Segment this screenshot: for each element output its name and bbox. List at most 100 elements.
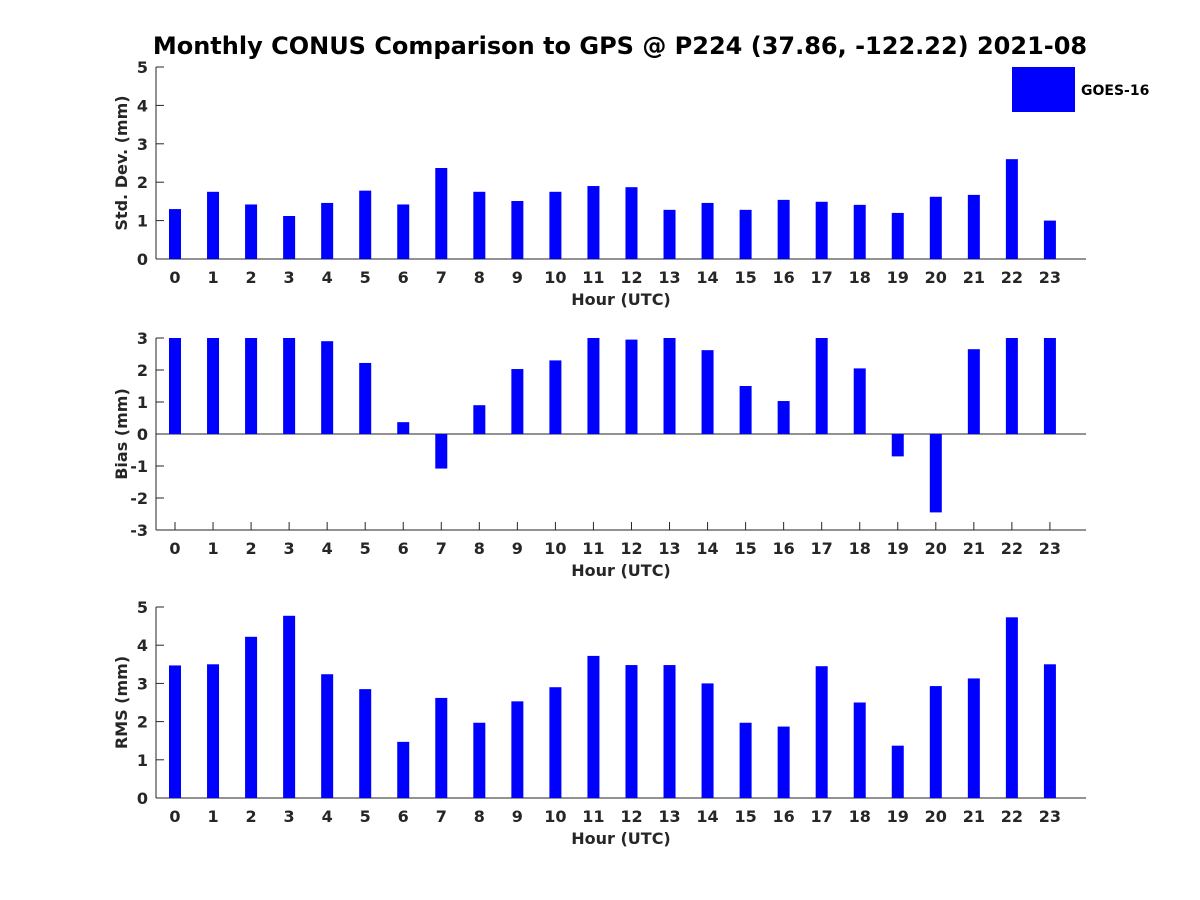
rms-x-tick-label: 13 [658, 807, 680, 826]
std-dev-bar-17 [815, 201, 828, 259]
std-dev-bar-22 [1005, 159, 1018, 259]
std-dev-x-tick-label: 22 [1001, 268, 1023, 287]
std-dev-x-tick-label: 3 [284, 268, 295, 287]
std-dev-x-tick-label: 7 [436, 268, 447, 287]
rms-x-tick-label: 1 [207, 807, 218, 826]
bias-x-tick-label: 21 [963, 539, 985, 558]
rms-bar-3 [283, 615, 296, 798]
bias-x-tick-label: 12 [620, 539, 642, 558]
rms-x-tick-label: 17 [811, 807, 833, 826]
rms-bar-10 [549, 687, 562, 798]
std-dev-y-tick-label: 4 [137, 96, 148, 115]
std-dev-bar-16 [777, 199, 790, 259]
rms-y-tick-label: 3 [137, 674, 148, 693]
std-dev-bar-3 [283, 215, 296, 259]
bias-x-label: Hour (UTC) [571, 561, 671, 580]
bias-bar-3 [283, 338, 296, 434]
bias-x-tick-label: 22 [1001, 539, 1023, 558]
rms-bar-6 [397, 741, 410, 798]
rms-x-tick-label: 22 [1001, 807, 1023, 826]
bias-bar-1 [207, 338, 220, 434]
rms-x-tick-label: 3 [284, 807, 295, 826]
std-dev-bar-6 [397, 204, 410, 259]
legend-swatch [1012, 67, 1075, 112]
std-dev-bar-12 [625, 187, 638, 259]
bias-x-tick-label: 1 [207, 539, 218, 558]
rms-bar-22 [1005, 617, 1018, 798]
rms-bar-15 [739, 722, 752, 798]
bias-bar-14 [701, 350, 714, 434]
bias-bar-22 [1005, 338, 1018, 434]
std-dev-x-tick-label: 19 [887, 268, 909, 287]
std-dev-y-tick-label: 0 [137, 250, 148, 269]
bias-y-tick-label: -1 [130, 457, 148, 476]
std-dev-bar-0 [169, 209, 181, 259]
bias-bar-9 [511, 369, 524, 434]
std-dev-bar-1 [207, 191, 220, 259]
bias-y-tick-label: 0 [137, 425, 148, 444]
std-dev-x-tick-label: 16 [773, 268, 795, 287]
rms-x-tick-label: 4 [322, 807, 333, 826]
rms-bar-20 [929, 686, 942, 798]
std-dev-x-tick-label: 9 [512, 268, 523, 287]
bias-bar-21 [967, 349, 980, 434]
rms-x-tick-label: 16 [773, 807, 795, 826]
rms-y-tick-label: 4 [137, 636, 148, 655]
std-dev-x-tick-label: 1 [207, 268, 218, 287]
rms-bar-23 [1043, 664, 1056, 798]
bias-bar-2 [245, 338, 258, 434]
std-dev-bar-4 [321, 202, 334, 259]
bias-bar-4 [321, 341, 334, 434]
bias-bar-23 [1043, 338, 1056, 434]
rms-x-label: Hour (UTC) [571, 829, 671, 848]
rms-x-tick-label: 2 [246, 807, 257, 826]
rms-x-tick-label: 23 [1039, 807, 1061, 826]
bias-x-tick-label: 7 [436, 539, 447, 558]
bias-bar-17 [815, 338, 828, 434]
bias-x-tick-label: 17 [811, 539, 833, 558]
bias-bar-8 [473, 405, 486, 434]
rms-x-tick-label: 5 [360, 807, 371, 826]
bias-y-tick-label: -3 [130, 521, 148, 540]
bias-x-tick-label: 0 [169, 539, 180, 558]
std-dev-x-tick-label: 20 [925, 268, 947, 287]
bias-bar-15 [739, 386, 752, 434]
bias-x-tick-label: 11 [582, 539, 604, 558]
rms-x-tick-label: 20 [925, 807, 947, 826]
std-dev-bar-19 [891, 212, 904, 259]
bias-bar-5 [359, 362, 372, 434]
std-dev-x-tick-label: 14 [696, 268, 718, 287]
bias-bar-18 [853, 368, 866, 434]
std-dev-y-tick-label: 3 [137, 135, 148, 154]
rms-x-tick-label: 0 [169, 807, 180, 826]
rms-bar-5 [359, 689, 372, 798]
std-dev-x-tick-label: 12 [620, 268, 642, 287]
rms-x-tick-label: 6 [398, 807, 409, 826]
rms-bar-13 [663, 665, 676, 798]
std-dev-x-tick-label: 23 [1039, 268, 1061, 287]
rms-bar-16 [777, 726, 790, 798]
rms-x-tick-label: 10 [544, 807, 566, 826]
bias-x-tick-label: 8 [474, 539, 485, 558]
rms-y-tick-label: 1 [137, 751, 148, 770]
bias-bar-13 [663, 338, 676, 434]
bias-bar-10 [549, 360, 562, 434]
bias-x-tick-label: 9 [512, 539, 523, 558]
std-dev-bar-20 [929, 196, 942, 259]
std-dev-bar-8 [473, 191, 486, 259]
rms-y-label: RMS (mm) [112, 656, 131, 749]
bias-y-tick-label: 1 [137, 393, 148, 412]
std-dev-bar-21 [967, 194, 980, 259]
bias-bar-11 [587, 338, 600, 434]
bias-y-tick-label: 2 [137, 361, 148, 380]
std-dev-bar-14 [701, 202, 714, 259]
std-dev-x-tick-label: 8 [474, 268, 485, 287]
rms-x-tick-label: 21 [963, 807, 985, 826]
std-dev-x-tick-label: 21 [963, 268, 985, 287]
rms-x-tick-label: 7 [436, 807, 447, 826]
rms-x-tick-label: 8 [474, 807, 485, 826]
legend: GOES-16 [1012, 67, 1149, 112]
